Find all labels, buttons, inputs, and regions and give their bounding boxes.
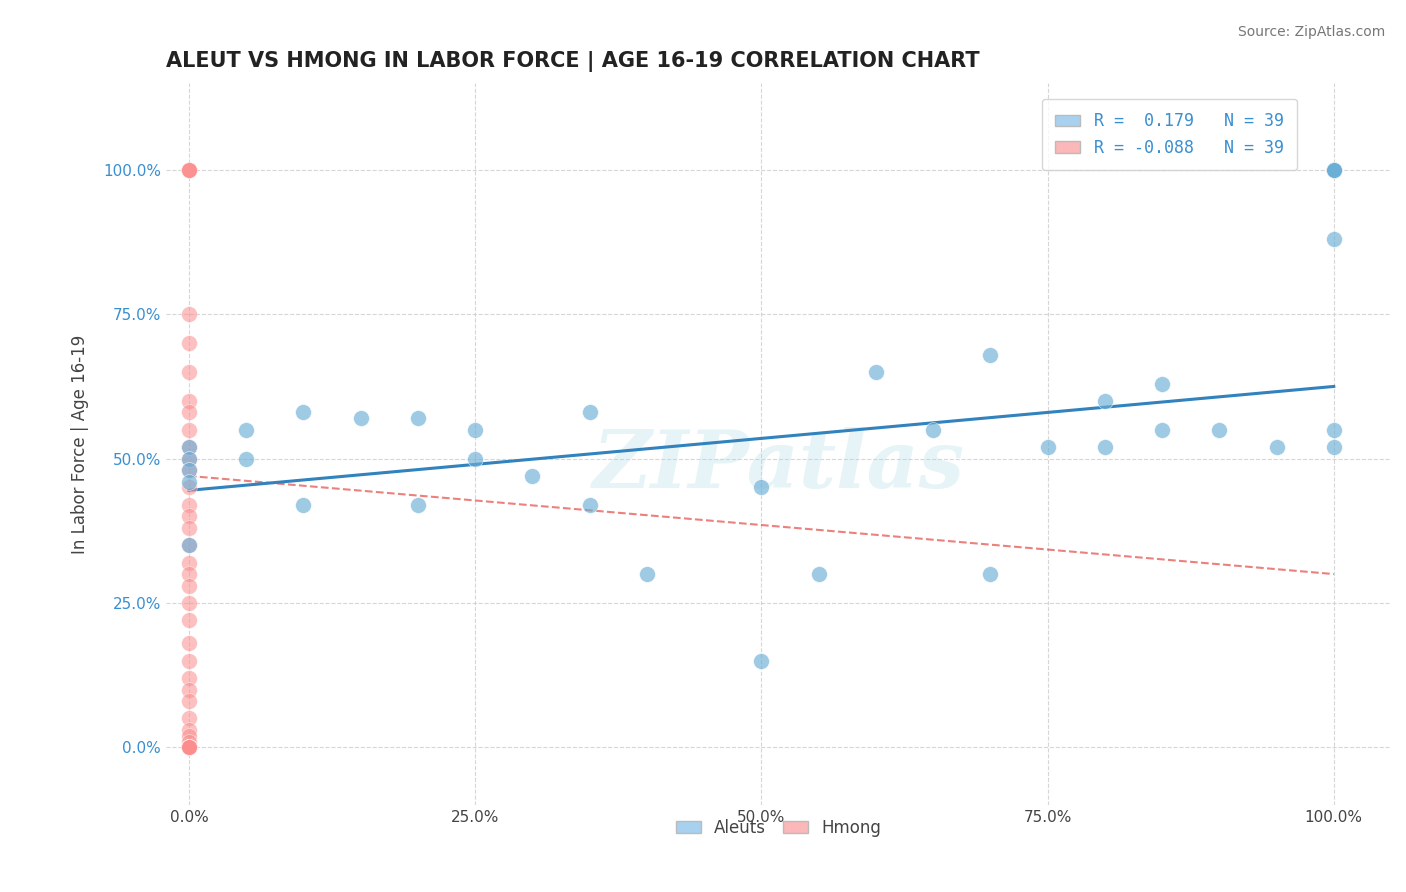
Point (177, 451, 200, 466)
Y-axis label: In Labor Force | Age 16-19: In Labor Force | Age 16-19 (72, 334, 89, 554)
Point (749, 480, 772, 494)
Point (177, 723, 200, 737)
Point (1323, 423, 1346, 437)
Point (177, 393, 200, 408)
Point (177, 556, 200, 570)
Point (1323, 163, 1346, 178)
Point (807, 567, 830, 582)
Point (177, 498, 200, 512)
Point (1323, 163, 1346, 178)
Point (177, 307, 200, 321)
Point (177, 451, 200, 466)
Point (177, 538, 200, 552)
Point (1036, 440, 1059, 454)
Text: Source: ZipAtlas.com: Source: ZipAtlas.com (1237, 25, 1385, 39)
Point (406, 411, 429, 425)
Point (177, 405, 200, 419)
Point (1323, 163, 1346, 178)
Point (177, 579, 200, 593)
Point (235, 451, 257, 466)
Point (177, 163, 200, 178)
Point (177, 480, 200, 494)
Point (177, 654, 200, 668)
Point (292, 405, 315, 419)
Point (636, 567, 658, 582)
Point (177, 740, 200, 755)
Point (749, 654, 772, 668)
Point (406, 498, 429, 512)
Point (177, 336, 200, 351)
Point (177, 521, 200, 535)
Point (177, 596, 200, 610)
Point (1094, 440, 1116, 454)
Point (177, 740, 200, 755)
Point (1323, 232, 1346, 246)
Point (522, 469, 544, 483)
Point (177, 636, 200, 650)
Point (177, 671, 200, 685)
Point (177, 463, 200, 477)
Point (1208, 423, 1230, 437)
Point (1323, 163, 1346, 178)
Point (177, 475, 200, 489)
Point (177, 694, 200, 708)
Point (177, 682, 200, 697)
Point (235, 423, 257, 437)
Point (177, 163, 200, 178)
Point (578, 498, 600, 512)
Point (177, 163, 200, 178)
Point (177, 711, 200, 725)
Point (1323, 440, 1346, 454)
Point (1150, 376, 1173, 391)
Point (177, 365, 200, 379)
Point (177, 740, 200, 755)
Point (177, 740, 200, 755)
Point (177, 423, 200, 437)
Point (349, 411, 371, 425)
Point (1150, 423, 1173, 437)
Point (177, 613, 200, 627)
Legend: Aleuts, Hmong: Aleuts, Hmong (669, 813, 887, 844)
Point (292, 498, 315, 512)
Point (177, 740, 200, 755)
Point (177, 538, 200, 552)
Point (1265, 440, 1288, 454)
Point (979, 348, 1001, 362)
Point (177, 734, 200, 748)
Point (177, 740, 200, 755)
Point (177, 729, 200, 743)
Point (177, 163, 200, 178)
Text: ZIPatlas: ZIPatlas (592, 427, 965, 505)
Point (865, 365, 887, 379)
Point (464, 423, 486, 437)
Point (979, 567, 1001, 582)
Point (464, 451, 486, 466)
Text: ALEUT VS HMONG IN LABOR FORCE | AGE 16-19 CORRELATION CHART: ALEUT VS HMONG IN LABOR FORCE | AGE 16-1… (166, 51, 980, 71)
Point (177, 440, 200, 454)
Point (177, 567, 200, 582)
Point (578, 405, 600, 419)
Point (177, 509, 200, 524)
Point (922, 423, 945, 437)
Point (177, 463, 200, 477)
Point (1094, 393, 1116, 408)
Point (177, 740, 200, 755)
Point (177, 440, 200, 454)
